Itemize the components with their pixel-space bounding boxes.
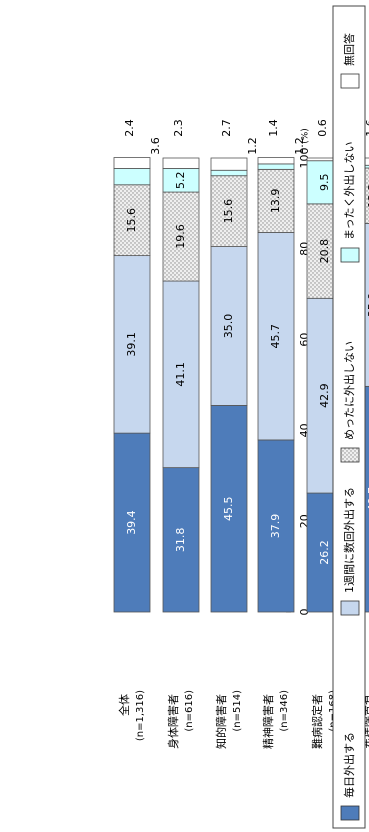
category-n-label: (n=616) (184, 690, 195, 732)
data-label: 45.7 (269, 324, 282, 349)
data-label: 3.6 (149, 137, 162, 155)
data-label: 31.8 (174, 528, 187, 553)
bar-segment (113, 157, 151, 169)
legend-swatch (340, 247, 360, 263)
legend-label: 無回答 (342, 33, 356, 66)
axis-tick-label: 0 (298, 609, 311, 616)
data-label: 2.4 (123, 119, 136, 137)
legend-swatch (340, 447, 360, 463)
legend-swatch (340, 805, 360, 821)
data-label: 41.1 (174, 362, 187, 387)
data-label: 2.3 (172, 119, 185, 137)
bar-segment (113, 432, 151, 613)
legend-label: めったに外出しない (342, 341, 356, 440)
bar-segment (113, 168, 151, 186)
bar-segment (257, 168, 295, 233)
bar-segment (162, 191, 200, 282)
bar-segment (113, 184, 151, 257)
data-label: 1.4 (267, 119, 280, 137)
data-label: 5.2 (174, 171, 187, 189)
bar-segment (210, 175, 248, 247)
data-label: 39.4 (125, 510, 138, 535)
axis-unit-label: (%) (301, 128, 311, 144)
data-label: 49.7 (366, 487, 369, 512)
data-label: 26.2 (318, 540, 331, 565)
category-label: 身体障害者 (166, 694, 180, 749)
bar-segment (210, 157, 248, 171)
bar-segment (210, 169, 248, 177)
category-label: 精神障害者 (261, 694, 275, 749)
data-label: 35.0 (222, 314, 235, 339)
data-label: 2.7 (220, 119, 233, 137)
category-label: 難病認定者 (310, 694, 324, 749)
data-label: 15.6 (222, 199, 235, 224)
data-label: 1.2 (293, 137, 306, 155)
category-label: 全体 (117, 694, 131, 716)
legend-label: 1週間に数回外出する (342, 487, 356, 593)
legend-frame (332, 5, 366, 829)
data-label: 39.1 (125, 332, 138, 357)
data-label: 19.6 (174, 224, 187, 249)
data-label: 9.5 (318, 174, 331, 192)
bar-segment (162, 467, 200, 613)
bar-segment (257, 439, 295, 613)
bar-segment (257, 157, 295, 165)
data-label: 42.9 (318, 383, 331, 408)
legend-label: 毎日外出する (342, 732, 356, 798)
legend-label: まったく外出しない (342, 141, 356, 240)
bar-segment (257, 163, 295, 170)
bar-segment (210, 246, 248, 406)
data-label: 20.8 (318, 239, 331, 264)
category-n-label: (n=514) (232, 690, 243, 732)
bar-segment (257, 232, 295, 441)
legend-swatch (340, 73, 360, 89)
data-label: 37.9 (269, 514, 282, 539)
data-label: 12.2 (366, 183, 369, 208)
bar-segment (162, 280, 200, 469)
data-label: 0.6 (316, 119, 329, 137)
bar-segment (162, 157, 200, 169)
data-label: 45.5 (222, 496, 235, 520)
category-n-label: (n=1,316) (135, 690, 146, 741)
data-label: 13.9 (269, 189, 282, 214)
bar-segment (210, 405, 248, 613)
data-label: 35.9 (366, 293, 369, 318)
data-label: 1.2 (246, 137, 259, 155)
legend-swatch (340, 600, 360, 616)
data-label: 15.6 (125, 208, 138, 233)
category-n-label: (n=346) (279, 690, 290, 732)
bar-segment (113, 255, 151, 434)
category-label: 知的障害者 (214, 694, 228, 749)
data-label: 1.6 (364, 119, 369, 137)
